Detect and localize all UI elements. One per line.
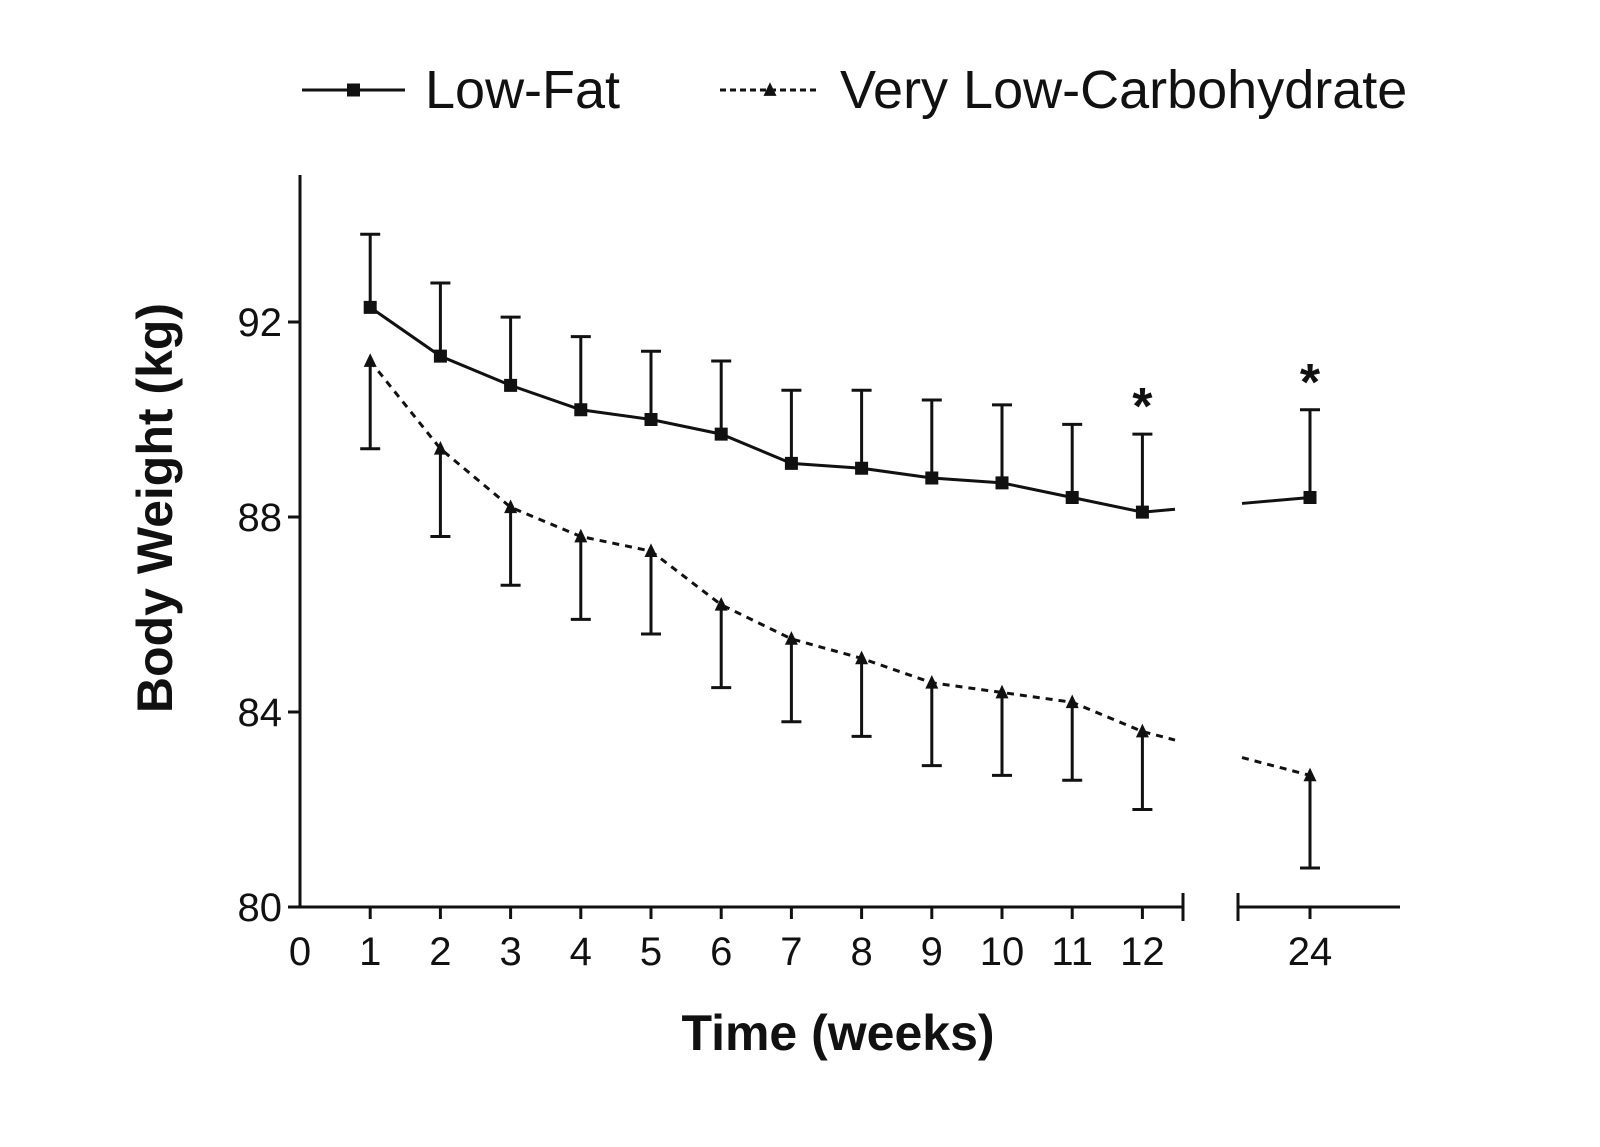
significance-star: * <box>1132 378 1153 436</box>
triangle-marker <box>855 650 869 665</box>
chart-marks: * * <box>360 232 1321 870</box>
square-marker <box>784 456 798 470</box>
x-tick-label: 2 <box>429 930 451 974</box>
x-tick-label: 0 <box>289 930 311 974</box>
square-marker <box>347 83 360 97</box>
x-tick-label: 9 <box>921 930 943 974</box>
x-axis-title: Time (weeks) <box>681 1005 994 1061</box>
x-tick-label: 4 <box>570 930 592 974</box>
x-tick-label: 7 <box>780 930 802 974</box>
triangle-marker <box>433 440 447 455</box>
legend-item-very-low-carbohydrate: Very Low-Carbohydrate <box>720 60 1407 120</box>
series-line <box>369 306 1176 514</box>
square-marker <box>855 461 869 475</box>
square-marker <box>574 403 588 417</box>
triangle-marker <box>925 674 939 689</box>
x-tick-label: 12 <box>1120 930 1165 974</box>
triangle-marker <box>714 596 728 611</box>
y-tick-label: 84 <box>238 691 283 735</box>
square-marker <box>433 349 447 363</box>
triangle-marker <box>574 528 588 543</box>
triangle-marker <box>995 684 1009 699</box>
square-marker <box>714 427 728 441</box>
legend: Low-Fat Very Low-Carbohydrate <box>302 60 1407 120</box>
x-tick-label: 10 <box>980 930 1025 974</box>
square-marker <box>995 476 1009 490</box>
x-tick-label: 6 <box>710 930 732 974</box>
triangle-marker <box>784 631 798 645</box>
triangle-marker <box>763 82 777 96</box>
triangle-marker <box>1065 694 1079 709</box>
x-tick-label: 5 <box>640 930 662 974</box>
legend-label: Very Low-Carbohydrate <box>840 60 1407 120</box>
legend-label: Low-Fat <box>425 60 620 120</box>
x-tick-label: 8 <box>850 930 872 974</box>
y-tick-label: 92 <box>238 301 283 345</box>
series-line-after-break <box>1241 756 1311 777</box>
y-tick-label: 88 <box>238 496 283 540</box>
square-marker <box>1135 505 1149 519</box>
square-marker <box>363 300 377 314</box>
square-marker <box>925 471 939 485</box>
square-marker <box>1065 491 1079 504</box>
square-marker <box>1303 491 1317 504</box>
square-marker <box>644 413 658 426</box>
x-tick-label: 11 <box>1051 930 1093 974</box>
x-tick-label: 3 <box>499 930 521 974</box>
series-low-fat <box>360 232 1320 519</box>
triangle-marker <box>644 543 658 557</box>
y-tick-label: 80 <box>238 886 283 930</box>
y-axis-title: Body Weight (kg) <box>127 303 183 713</box>
legend-item-low-fat: Low-Fat <box>302 60 620 120</box>
series-line-after-break <box>1241 496 1311 505</box>
x-tick-label: 24 <box>1288 930 1333 974</box>
x-tick-label: 1 <box>359 930 381 974</box>
triangle-marker <box>1135 723 1149 738</box>
significance-star: * <box>1300 354 1321 412</box>
series-very-low-carbohydrate <box>360 353 1320 870</box>
triangle-marker <box>363 353 377 367</box>
triangle-marker <box>504 499 518 514</box>
triangle-marker <box>1303 767 1317 782</box>
square-marker <box>504 378 518 392</box>
series-line <box>369 360 1176 742</box>
